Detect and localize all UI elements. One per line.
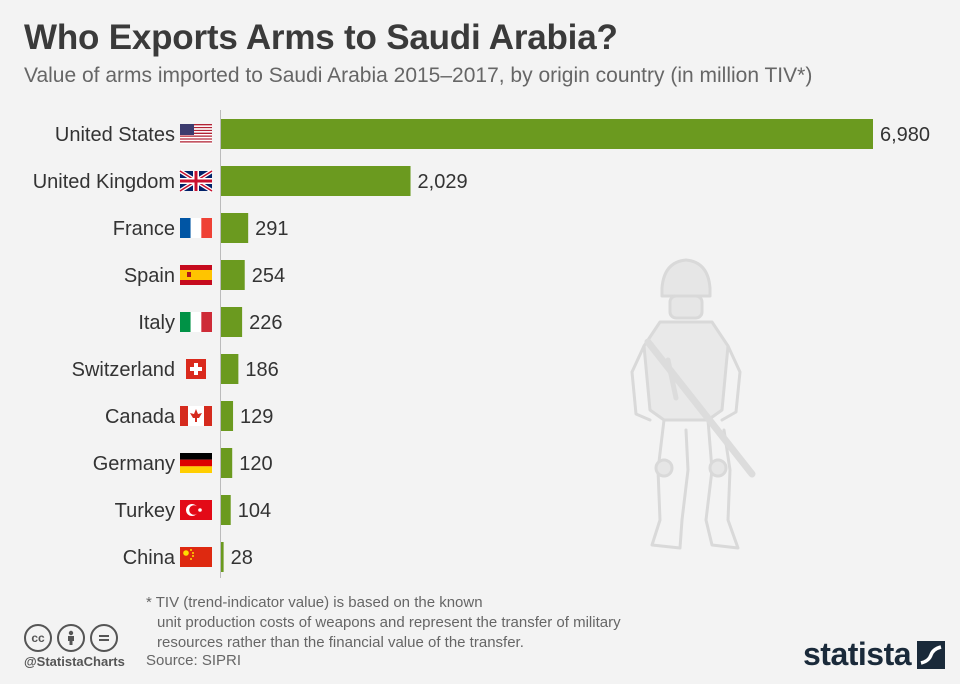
category-label: France	[113, 218, 175, 240]
footnote: * TIV (trend-indicator value) is based o…	[146, 593, 746, 653]
value-label: 120	[239, 453, 272, 475]
footnote-line-3: resources rather than the financial valu…	[157, 634, 524, 651]
bar-chart: United States 6,980 United Kingdom 2,029 Fra…	[33, 110, 930, 578]
france-flag-icon	[180, 218, 212, 238]
value-label: 28	[231, 547, 253, 569]
bar	[221, 542, 224, 572]
social-handle: @StatistaCharts	[24, 654, 125, 669]
footnote-line-1: * TIV (trend-indicator value) is based o…	[146, 594, 483, 611]
switzerland-flag-icon	[186, 359, 206, 379]
value-label: 129	[240, 406, 273, 428]
statista-logo[interactable]: statista	[803, 636, 946, 673]
category-label: Italy	[138, 312, 175, 334]
category-label: Spain	[124, 265, 175, 287]
license-icons: cc	[24, 624, 118, 652]
bar	[221, 213, 249, 243]
us-flag-icon	[180, 124, 212, 144]
germany-flag-icon	[180, 453, 212, 473]
category-label: Switzerland	[72, 359, 175, 381]
italy-flag-icon	[180, 312, 212, 332]
uk-flag-icon	[178, 169, 214, 193]
cc-icon[interactable]: cc	[24, 624, 52, 652]
chart-title: Who Exports Arms to Saudi Arabia?	[24, 18, 618, 57]
brand-name: statista	[803, 636, 912, 672]
category-label: Canada	[105, 406, 176, 428]
bar	[221, 307, 243, 337]
value-label: 254	[252, 265, 285, 287]
value-label: 226	[249, 312, 282, 334]
value-label: 6,980	[880, 124, 930, 146]
bar	[221, 448, 233, 478]
bar	[221, 401, 234, 431]
bar	[221, 495, 231, 525]
category-label: United States	[55, 124, 175, 146]
by-icon[interactable]	[57, 624, 85, 652]
category-label: China	[123, 547, 176, 569]
category-label: United Kingdom	[33, 171, 175, 193]
category-label: Turkey	[115, 500, 175, 522]
soldier-silhouette-icon	[630, 258, 756, 550]
bar	[221, 354, 239, 384]
bar	[221, 166, 411, 196]
canada-flag-icon	[180, 406, 212, 426]
statista-mark-icon	[917, 640, 946, 669]
value-label: 291	[255, 218, 288, 240]
value-label: 186	[245, 359, 278, 381]
source-label: Source: SIPRI	[146, 652, 242, 669]
value-label: 2,029	[418, 171, 468, 193]
bar	[221, 119, 873, 149]
spain-flag-icon	[180, 265, 212, 285]
turkey-flag-icon	[180, 500, 212, 520]
nd-icon[interactable]	[90, 624, 118, 652]
bar	[221, 260, 245, 290]
category-label: Germany	[93, 453, 175, 475]
value-label: 104	[238, 500, 271, 522]
footnote-line-2: unit production costs of weapons and rep…	[157, 614, 621, 631]
china-flag-icon	[180, 547, 212, 567]
chart-subtitle: Value of arms imported to Saudi Arabia 2…	[24, 64, 813, 87]
